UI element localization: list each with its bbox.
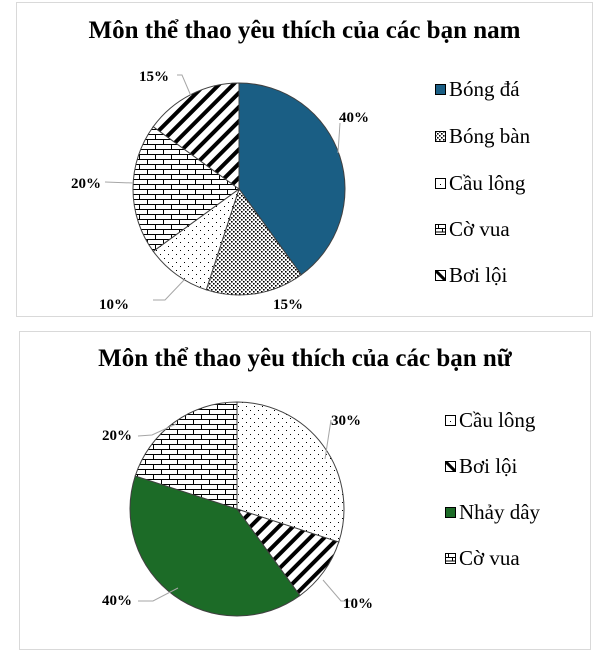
slice-co-vua[interactable] (132, 125, 240, 253)
slice-cau-long[interactable] (236, 401, 345, 543)
chart-title: Môn thể thao yêu thích của các bạn nam (88, 17, 521, 44)
data-label-boi-loi: 15% (139, 69, 169, 85)
data-label-boi-loi: 10% (343, 596, 373, 612)
data-label-cau-long: 30% (331, 413, 361, 429)
legend-item-bong-ban[interactable]: Bóng bàn (435, 124, 530, 148)
legend-item-co-vua[interactable]: Cờ vua (445, 546, 520, 570)
data-label-bong-ban: 15% (273, 297, 303, 313)
legend-item-nhay-day[interactable]: Nhảy dây (445, 500, 540, 524)
legend-item-cau-long[interactable]: Cầu lông (435, 171, 525, 195)
data-label-co-vua: 20% (102, 428, 132, 444)
chart-girls: Môn thể thao yêu thích của các bạn nữ 20… (19, 331, 591, 650)
swatch-solid-blue-icon (435, 83, 446, 95)
legend-item-co-vua[interactable]: Cờ vua (435, 217, 510, 241)
pie-chart-girls: 20% 30% 40% 10% (102, 401, 373, 617)
swatch-stripes-icon (435, 269, 446, 281)
swatch-sparse-dots-icon (435, 177, 446, 189)
swatch-sparse-dots-icon (445, 414, 456, 426)
swatch-brick-icon (435, 223, 446, 235)
legend-item-bong-da[interactable]: Bóng đá (435, 77, 520, 101)
slice-nhay-day[interactable] (129, 475, 301, 617)
chart-boys: Môn thể thao yêu thích của các bạn nam 4… (16, 2, 593, 317)
slice-bong-da[interactable] (238, 82, 346, 276)
leader-lines (137, 419, 351, 602)
leader-lines (104, 74, 341, 301)
data-label-cau-long: 10% (99, 297, 129, 313)
swatch-dense-dots-icon (435, 130, 446, 142)
pie-chart-boys: 40% 15% 10% 20% 15% (71, 69, 369, 313)
legend-item-cau-long[interactable]: Cầu lông (445, 408, 535, 432)
chart-title: Môn thể thao yêu thích của các bạn nữ (98, 345, 512, 372)
swatch-solid-green-icon (445, 506, 456, 518)
legend-item-boi-loi[interactable]: Bơi lội (445, 454, 517, 478)
swatch-stripes-icon (445, 460, 456, 472)
data-label-bong-da: 40% (339, 110, 369, 126)
slice-bong-ban[interactable] (205, 187, 303, 296)
swatch-brick-icon (445, 552, 456, 564)
data-label-co-vua: 20% (71, 176, 101, 192)
legend-item-boi-loi[interactable]: Bơi lội (435, 263, 507, 287)
data-label-nhay-day: 40% (102, 593, 132, 609)
slice-co-vua[interactable] (134, 401, 238, 510)
